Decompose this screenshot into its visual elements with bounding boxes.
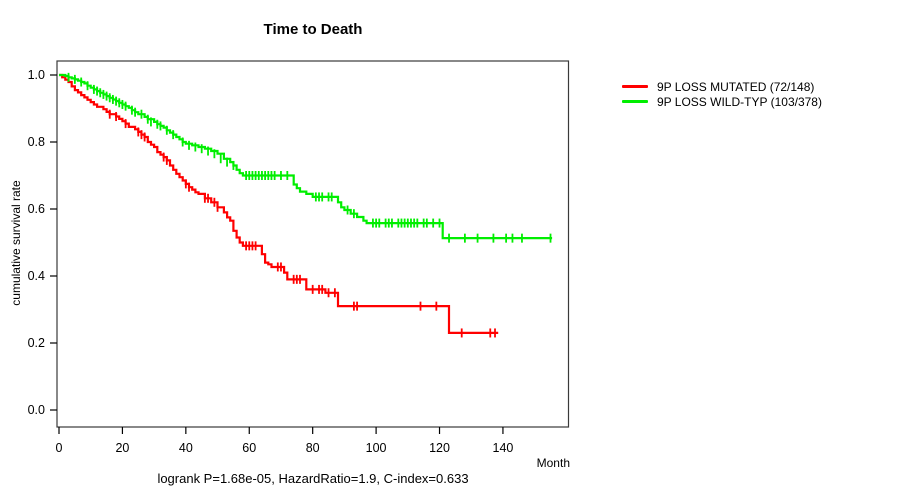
chart-title: Time to Death xyxy=(263,21,363,38)
legend-line-red xyxy=(622,85,648,88)
y-tick-label: 0.0 xyxy=(28,403,45,417)
y-axis-label: cumulative survival rate xyxy=(9,180,23,306)
legend-item-mutated: 9P LOSS MUTATED (72/148) xyxy=(622,79,822,94)
y-tick-label: 0.6 xyxy=(28,202,45,216)
legend-label: 9P LOSS MUTATED (72/148) xyxy=(657,79,815,94)
y-tick-label: 0.4 xyxy=(28,269,45,283)
x-tick-label: 120 xyxy=(429,441,450,455)
x-tick-label: 0 xyxy=(56,441,63,455)
x-tick-label: 20 xyxy=(115,441,129,455)
x-tick-label: 140 xyxy=(493,441,514,455)
stats-annotation: logrank P=1.68e-05, HazardRatio=1.9, C-i… xyxy=(157,471,469,486)
legend-item-wildtype: 9P LOSS WILD-TYP (103/378) xyxy=(622,94,822,109)
survival-curve-0 xyxy=(59,73,499,334)
legend-line-green xyxy=(622,100,648,103)
y-tick-label: 0.2 xyxy=(28,336,45,350)
y-tick-label: 0.8 xyxy=(28,135,45,149)
x-tick-label: 80 xyxy=(306,441,320,455)
x-tick-label: 60 xyxy=(242,441,256,455)
x-tick-label: 40 xyxy=(179,441,193,455)
legend: 9P LOSS MUTATED (72/148) 9P LOSS WILD-TY… xyxy=(622,79,822,109)
x-tick-label: 100 xyxy=(366,441,387,455)
y-tick-label: 1.0 xyxy=(28,68,45,82)
survival-curve-1 xyxy=(59,73,553,240)
legend-label: 9P LOSS WILD-TYP (103/378) xyxy=(657,94,822,109)
plot-border xyxy=(56,60,570,428)
x-axis-label: Month xyxy=(536,456,570,470)
